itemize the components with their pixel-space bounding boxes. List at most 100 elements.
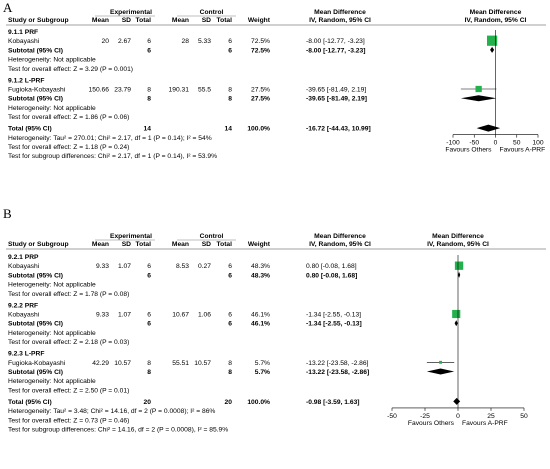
x-axis-tick-label: 100 — [532, 140, 543, 147]
total-ci: -16.72 [-44.43, 10.99] — [306, 126, 371, 133]
x-axis-tick-label: 0 — [456, 413, 460, 420]
total-ci: -0.98 [-3.59, 1.63] — [306, 399, 360, 406]
header-mean-difference: Mean Difference — [314, 9, 366, 16]
study-ctl-sd: 10.57 — [194, 360, 211, 367]
study-square — [452, 309, 461, 319]
study-ctl-sd: 55.5 — [198, 87, 211, 94]
header-md-method: IV, Random, 95% CI — [309, 17, 371, 24]
x-axis-tick-label: 0 — [494, 140, 498, 147]
header-exp-sd: SD — [122, 241, 131, 248]
total-ctl-total: 14 — [225, 126, 233, 133]
study-exp-sd: 2.67 — [118, 38, 131, 45]
study-ctl-sd: 1.06 — [198, 312, 211, 319]
study-weight: 46.1% — [251, 312, 270, 319]
study-ctl-mean: 55.51 — [172, 360, 189, 367]
total-weight: 100.0% — [247, 126, 270, 133]
study-ctl-sd: 0.27 — [198, 263, 211, 270]
study-weight: 27.5% — [251, 87, 270, 94]
header-exp-mean: Mean — [92, 241, 109, 248]
study-ci: -1.34 [-2.55, -0.13] — [306, 312, 361, 319]
study-exp-mean: 150.66 — [89, 87, 110, 94]
subtotal-exp-total: 8 — [147, 369, 151, 376]
x-axis-tick-label: -25 — [420, 413, 430, 420]
subtotal-label: Subtotal (95% CI) — [8, 96, 63, 103]
subtotal-diamond — [490, 46, 495, 53]
footer-line: Test for overall effect: Z = 1.18 (P = 0… — [8, 144, 129, 151]
header-plot-mean-difference: Mean Difference — [470, 9, 522, 16]
x-axis-tick-label: -100 — [446, 140, 460, 147]
study-weight: 48.3% — [251, 263, 270, 270]
study-ctl-total: 8 — [228, 87, 232, 94]
forest-plot-b: Experimental Control Mean Difference Mean D… — [6, 232, 546, 468]
subtotal-exp-total: 6 — [147, 321, 151, 328]
study-exp-total: 6 — [147, 312, 151, 319]
study-square — [486, 35, 498, 46]
subtotal-ci: 0.80 [-0.08, 1.68] — [306, 272, 357, 279]
x-axis-tick-label: 50 — [520, 413, 528, 420]
header-ctl-sd: SD — [202, 241, 211, 248]
header-ctl-mean: Mean — [172, 241, 189, 248]
subgroup-title: 9.1.1 PRF — [8, 29, 38, 36]
subtotal-ci: -8.00 [-12.77, -3.23] — [306, 47, 365, 54]
total-label: Total (95% CI) — [8, 399, 52, 406]
study-exp-mean: 9.33 — [96, 263, 109, 270]
total-diamond — [453, 397, 461, 405]
study-weight: 72.5% — [251, 38, 270, 45]
study-exp-sd: 23.79 — [114, 87, 131, 94]
favours-left-label: Favours Others — [408, 420, 455, 427]
study-ctl-mean: 10.67 — [172, 312, 189, 319]
subtotal-ctl-total: 6 — [228, 272, 232, 279]
x-axis-tick-label: 50 — [513, 140, 521, 147]
study-ctl-mean: 8.53 — [176, 263, 189, 270]
subgroup-overall-effect: Test for overall effect: Z = 2.18 (P = 0… — [8, 339, 129, 346]
subgroup-title: 9.2.3 L-PRF — [8, 351, 44, 358]
subtotal-ctl-total: 6 — [228, 47, 232, 54]
subgroup-overall-effect: Test for overall effect: Z = 1.78 (P = 0… — [8, 291, 129, 298]
header-plot-method: IV, Random, 95% CI — [465, 17, 527, 24]
footer-line: Heterogeneity: Tau² = 3.48; Chi² = 14.16… — [8, 408, 215, 415]
subtotal-label: Subtotal (95% CI) — [8, 369, 63, 376]
header-exp-total: Total — [136, 17, 152, 24]
study-ctl-mean: 28 — [182, 38, 190, 45]
subtotal-ctl-total: 6 — [228, 321, 232, 328]
header-mean-difference: Mean Difference — [314, 233, 366, 240]
study-name: Fugioka-Kobayashi — [8, 87, 66, 94]
header-weight: Weight — [248, 241, 271, 248]
header-md-method: IV, Random, 95% CI — [309, 241, 371, 248]
header-study: Study or Subgroup — [8, 17, 69, 24]
subtotal-ctl-total: 8 — [228, 369, 232, 376]
subtotal-weight: 46.1% — [251, 321, 270, 328]
footer-line: Test for subgroup differences: Chi² = 2.… — [8, 153, 217, 160]
subgroup-overall-effect: Test for overall effect: Z = 1.86 (P = 0… — [8, 114, 129, 121]
subgroup-heterogeneity: Heterogeneity: Not applicable — [8, 330, 96, 337]
subgroup-heterogeneity: Heterogeneity: Not applicable — [8, 105, 96, 112]
subtotal-label: Subtotal (95% CI) — [8, 321, 63, 328]
header-experimental: Experimental — [110, 233, 152, 240]
footer-line: Heterogeneity: Tau² = 270.01; Chi² = 2.1… — [8, 135, 212, 142]
study-ctl-total: 6 — [228, 38, 232, 45]
total-label: Total (95% CI) — [8, 126, 52, 133]
header-exp-sd: SD — [122, 17, 131, 24]
study-ctl-sd: 5.33 — [198, 38, 211, 45]
subtotal-ci: -39.65 [-81.49, 2.19] — [306, 96, 367, 103]
study-exp-sd: 1.07 — [118, 263, 131, 270]
x-axis-tick-label: 25 — [487, 413, 495, 420]
study-exp-total: 8 — [147, 87, 151, 94]
study-ctl-total: 6 — [228, 263, 232, 270]
study-square — [439, 360, 442, 364]
x-axis-tick-label: -50 — [469, 140, 479, 147]
subtotal-weight: 5.7% — [255, 369, 270, 376]
subtotal-exp-total: 6 — [147, 47, 151, 54]
subtotal-diamond — [457, 271, 461, 278]
study-exp-total: 8 — [147, 360, 151, 367]
header-ctl-sd: SD — [202, 17, 211, 24]
subgroup-title: 9.1.2 L-PRF — [8, 77, 44, 84]
subgroup-heterogeneity: Heterogeneity: Not applicable — [8, 282, 96, 289]
study-name: Fugioka-Kobayashi — [8, 360, 66, 367]
study-exp-mean: 20 — [102, 38, 110, 45]
forest-plot-a: Experimental Control Mean Difference Mean D… — [6, 8, 546, 198]
study-name: Kobayashi — [8, 312, 40, 319]
study-ctl-total: 8 — [228, 360, 232, 367]
study-exp-sd: 10.57 — [114, 360, 131, 367]
study-exp-sd: 1.07 — [118, 312, 131, 319]
